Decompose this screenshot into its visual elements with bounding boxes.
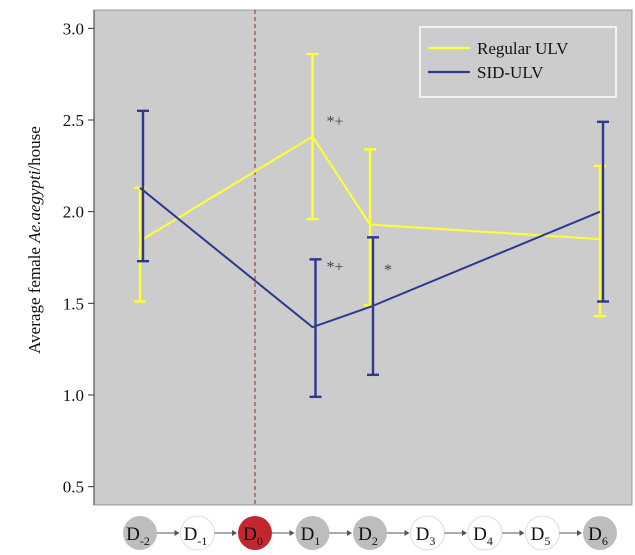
day-circle (238, 516, 272, 550)
day-node-D5: D5 (525, 515, 560, 551)
legend-label: SID-ULV (477, 63, 544, 82)
day-arrow-head (289, 530, 295, 536)
legend: Regular ULV SID-ULV (419, 26, 617, 98)
significance-annotation: *+ (327, 114, 344, 131)
legend-label: Regular ULV (477, 39, 569, 58)
day-label: D1 (301, 524, 321, 548)
y-tick-label: 2.0 (63, 203, 84, 222)
day-node-D0: D0 (238, 516, 272, 550)
y-tick-label: 1.5 (63, 294, 84, 313)
series-regular-ulv: *+ (134, 52, 606, 318)
y-axis: 0.5 1.0 1.5 2.0 2.5 3.0 (63, 10, 95, 505)
day-circle (295, 516, 330, 550)
day-node-D-1: D-1 (180, 515, 215, 551)
day-label: D3 (416, 524, 436, 548)
day-label: D2 (358, 524, 378, 548)
series-sid-ulv: *+ * (137, 109, 609, 399)
day-arrow-head (577, 530, 582, 536)
day-arrow-head (404, 530, 410, 536)
y-axis-label-suffix: /house (25, 126, 44, 170)
significance-annotation: * (384, 262, 392, 279)
day-arrow-head (519, 530, 525, 536)
day-label: D6 (588, 524, 608, 548)
day-node-D6: D6 (583, 516, 617, 550)
day-node-D-2: D-2 (123, 516, 157, 550)
day-label: D4 (473, 524, 493, 548)
y-tick-label: 3.0 (63, 19, 84, 38)
y-tick-label: 2.5 (63, 111, 84, 130)
series-layer: *+ *+ * (134, 52, 609, 399)
day-circle (353, 516, 387, 550)
legend-box (419, 26, 617, 98)
day-node-D4: D4 (467, 515, 503, 551)
y-tick-label: 1.0 (63, 386, 84, 405)
day-arrow-head (174, 530, 180, 536)
day-node-D2: D2 (353, 516, 387, 550)
day-arrow-head (232, 530, 237, 536)
y-axis-label-prefix: Average female (25, 243, 44, 354)
day-node-D1: D1 (295, 516, 330, 550)
y-axis-label: Average female Ae.aegypti/house (25, 126, 44, 354)
series-line (139, 135, 601, 242)
significance-annotation: *+ (327, 259, 344, 276)
day-label: D-2 (126, 524, 150, 548)
day-arrow-head (347, 530, 352, 536)
day-circle (583, 516, 617, 550)
series-line (139, 187, 601, 329)
day-arrow-head (462, 530, 467, 536)
y-tick-label: 0.5 (63, 478, 84, 497)
day-label: D0 (243, 524, 263, 548)
y-axis-label-species: Ae.aegypti (25, 170, 44, 243)
day-label: D-1 (184, 524, 208, 548)
day-circle (123, 516, 157, 550)
day-node-D3: D3 (410, 515, 445, 551)
x-axis-days: D-2 D-1 D0 D1 D2 D3 D4 D5 D6 (123, 515, 617, 551)
day-label: D5 (531, 524, 551, 548)
